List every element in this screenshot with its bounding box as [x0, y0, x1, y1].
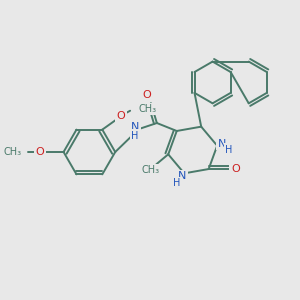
- Text: O: O: [231, 164, 240, 174]
- Text: N: N: [178, 171, 186, 181]
- Text: H: H: [131, 131, 139, 141]
- Text: N: N: [218, 139, 226, 149]
- Text: CH₃: CH₃: [141, 165, 159, 175]
- Text: CH₃: CH₃: [4, 147, 22, 157]
- Text: H: H: [172, 178, 180, 188]
- Text: O: O: [35, 147, 44, 157]
- Text: N: N: [131, 122, 139, 132]
- Text: CH₃: CH₃: [138, 104, 156, 114]
- Text: O: O: [142, 90, 151, 100]
- Text: O: O: [117, 111, 126, 121]
- Text: H: H: [225, 145, 233, 155]
